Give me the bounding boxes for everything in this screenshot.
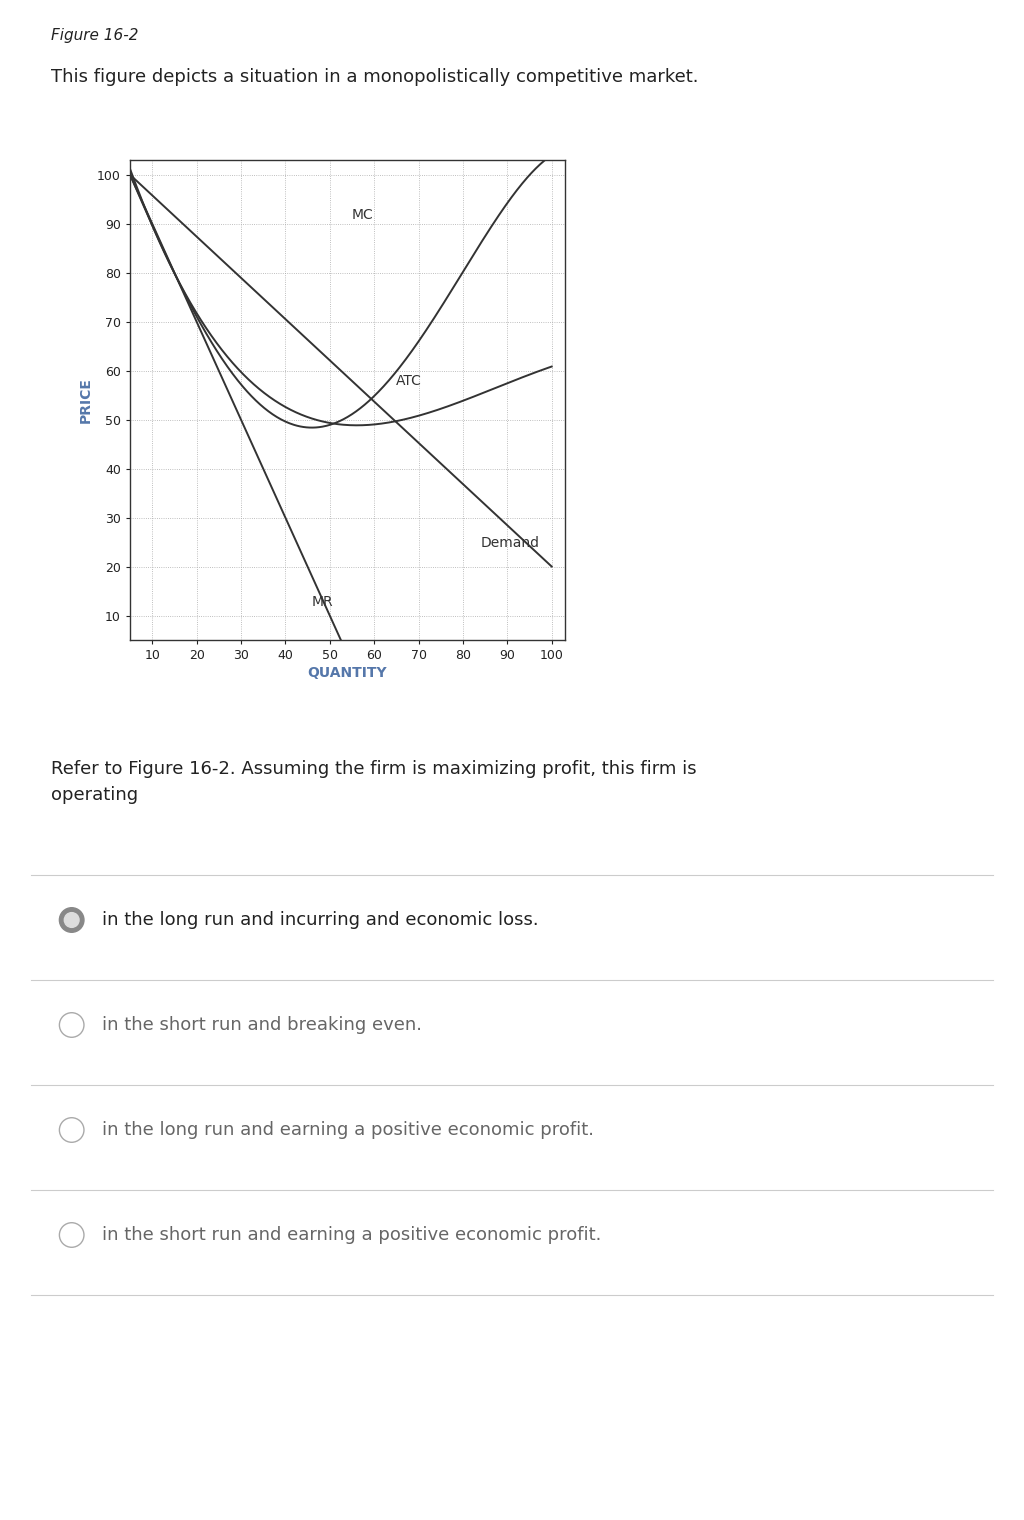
Text: Figure 16-2: Figure 16-2 <box>51 27 138 43</box>
Text: Demand: Demand <box>480 537 540 550</box>
Text: in the long run and incurring and economic loss.: in the long run and incurring and econom… <box>102 910 539 929</box>
Text: in the short run and breaking even.: in the short run and breaking even. <box>102 1015 422 1034</box>
Text: ATC: ATC <box>396 374 422 388</box>
Text: in the long run and earning a positive economic profit.: in the long run and earning a positive e… <box>102 1122 594 1138</box>
Y-axis label: PRICE: PRICE <box>79 377 93 423</box>
Text: MC: MC <box>352 208 374 222</box>
Text: This figure depicts a situation in a monopolistically competitive market.: This figure depicts a situation in a mon… <box>51 68 698 87</box>
Text: in the short run and earning a positive economic profit.: in the short run and earning a positive … <box>102 1227 602 1243</box>
X-axis label: QUANTITY: QUANTITY <box>307 666 387 679</box>
Text: Refer to Figure 16-2. Assuming the firm is maximizing profit, this firm is
opera: Refer to Figure 16-2. Assuming the firm … <box>51 760 696 804</box>
Text: MR: MR <box>312 594 334 608</box>
